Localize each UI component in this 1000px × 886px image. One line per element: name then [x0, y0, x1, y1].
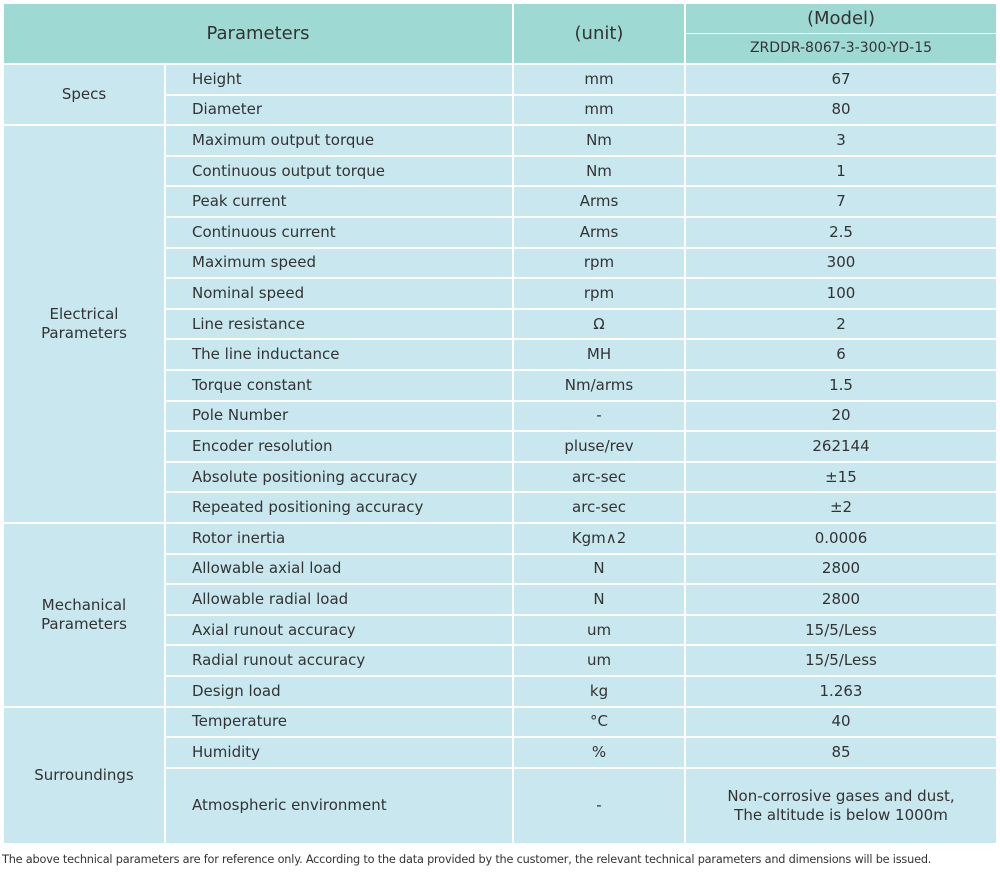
parameter-value: 100	[686, 279, 996, 308]
parameter-value: 1.5	[686, 371, 996, 400]
parameter-unit: um	[514, 615, 684, 645]
parameter-value: 1	[686, 156, 996, 186]
parameter-value: 2800	[686, 554, 996, 584]
parameter-unit: rpm	[514, 279, 684, 308]
parameter-name: Atmospheric environment	[166, 768, 512, 843]
parameter-unit: kg	[514, 677, 684, 706]
parameter-name: Rotor inertia	[166, 524, 512, 553]
parameter-value: ±15	[686, 462, 996, 492]
parameter-value: 6	[686, 340, 996, 369]
parameter-name: Humidity	[166, 738, 512, 767]
parameter-name: Temperature	[166, 707, 512, 737]
header-model-name: ZRDDR-8067-3-300-YD-15	[686, 34, 996, 63]
parameter-unit: rpm	[514, 248, 684, 278]
parameter-unit: N	[514, 554, 684, 584]
parameter-name: Repeated positioning accuracy	[166, 493, 512, 522]
parameter-name: Design load	[166, 677, 512, 706]
parameter-value: 2.5	[686, 218, 996, 247]
parameter-value: 2	[686, 309, 996, 339]
parameter-unit: Ω	[514, 309, 684, 339]
group-name: Mechanical Parameters	[4, 524, 164, 706]
parameter-name: Encoder resolution	[166, 432, 512, 461]
parameter-value: 300	[686, 248, 996, 278]
parameter-name: Allowable axial load	[166, 554, 512, 584]
parameter-unit: -	[514, 401, 684, 431]
parameter-value: 67	[686, 65, 996, 94]
parameter-unit: -	[514, 768, 684, 843]
parameter-unit: mm	[514, 95, 684, 125]
parameter-unit: arc-sec	[514, 493, 684, 522]
parameter-value: 40	[686, 707, 996, 737]
parameter-value: Non-corrosive gases and dust, The altitu…	[686, 768, 996, 843]
parameter-name: Radial runout accuracy	[166, 646, 512, 675]
parameter-unit: MH	[514, 340, 684, 369]
parameter-unit: Kgm∧2	[514, 524, 684, 553]
group-name: Surroundings	[4, 707, 164, 843]
parameter-name: Absolute positioning accuracy	[166, 462, 512, 492]
parameter-name: Torque constant	[166, 371, 512, 400]
parameter-value: 2800	[686, 585, 996, 614]
parameter-value: 3	[686, 126, 996, 155]
parameter-value: ±2	[686, 493, 996, 522]
parameter-unit: N	[514, 585, 684, 614]
parameter-unit: Nm/arms	[514, 371, 684, 400]
parameter-unit: um	[514, 646, 684, 675]
parameter-name: Continuous output torque	[166, 156, 512, 186]
parameter-name: Allowable radial load	[166, 585, 512, 614]
parameter-value: 85	[686, 738, 996, 767]
parameter-unit: °C	[514, 707, 684, 737]
parameter-unit: mm	[514, 65, 684, 94]
parameter-unit: Nm	[514, 126, 684, 155]
parameter-value: 1.263	[686, 677, 996, 706]
parameter-value: 80	[686, 95, 996, 125]
header-parameters: Parameters	[4, 4, 512, 63]
group-name: Specs	[4, 65, 164, 125]
parameter-value: 7	[686, 187, 996, 216]
parameter-unit: Arms	[514, 187, 684, 216]
parameter-unit: Nm	[514, 156, 684, 186]
footnote: The above technical parameters are for r…	[2, 853, 932, 866]
parameter-name: Continuous current	[166, 218, 512, 247]
parameter-unit: %	[514, 738, 684, 767]
group-name: Electrical Parameters	[4, 126, 164, 522]
parameter-unit: Arms	[514, 218, 684, 247]
parameter-value: 20	[686, 401, 996, 431]
parameter-name: Nominal speed	[166, 279, 512, 308]
parameter-value: 262144	[686, 432, 996, 461]
parameter-name: Diameter	[166, 95, 512, 125]
parameter-name: Maximum speed	[166, 248, 512, 278]
parameter-value: 15/5/Less	[686, 646, 996, 675]
parameter-name: Peak current	[166, 187, 512, 216]
parameter-unit: arc-sec	[514, 462, 684, 492]
parameter-name: Pole Number	[166, 401, 512, 431]
parameter-name: Axial runout accuracy	[166, 615, 512, 645]
parameter-name: Maximum output torque	[166, 126, 512, 155]
parameter-unit: pluse/rev	[514, 432, 684, 461]
parameter-value: 15/5/Less	[686, 615, 996, 645]
header-model: (Model)	[686, 4, 996, 33]
parameter-value: 0.0006	[686, 524, 996, 553]
parameter-name: Line resistance	[166, 309, 512, 339]
header-unit: (unit)	[514, 4, 684, 63]
parameter-name: Height	[166, 65, 512, 94]
parameter-name: The line inductance	[166, 340, 512, 369]
